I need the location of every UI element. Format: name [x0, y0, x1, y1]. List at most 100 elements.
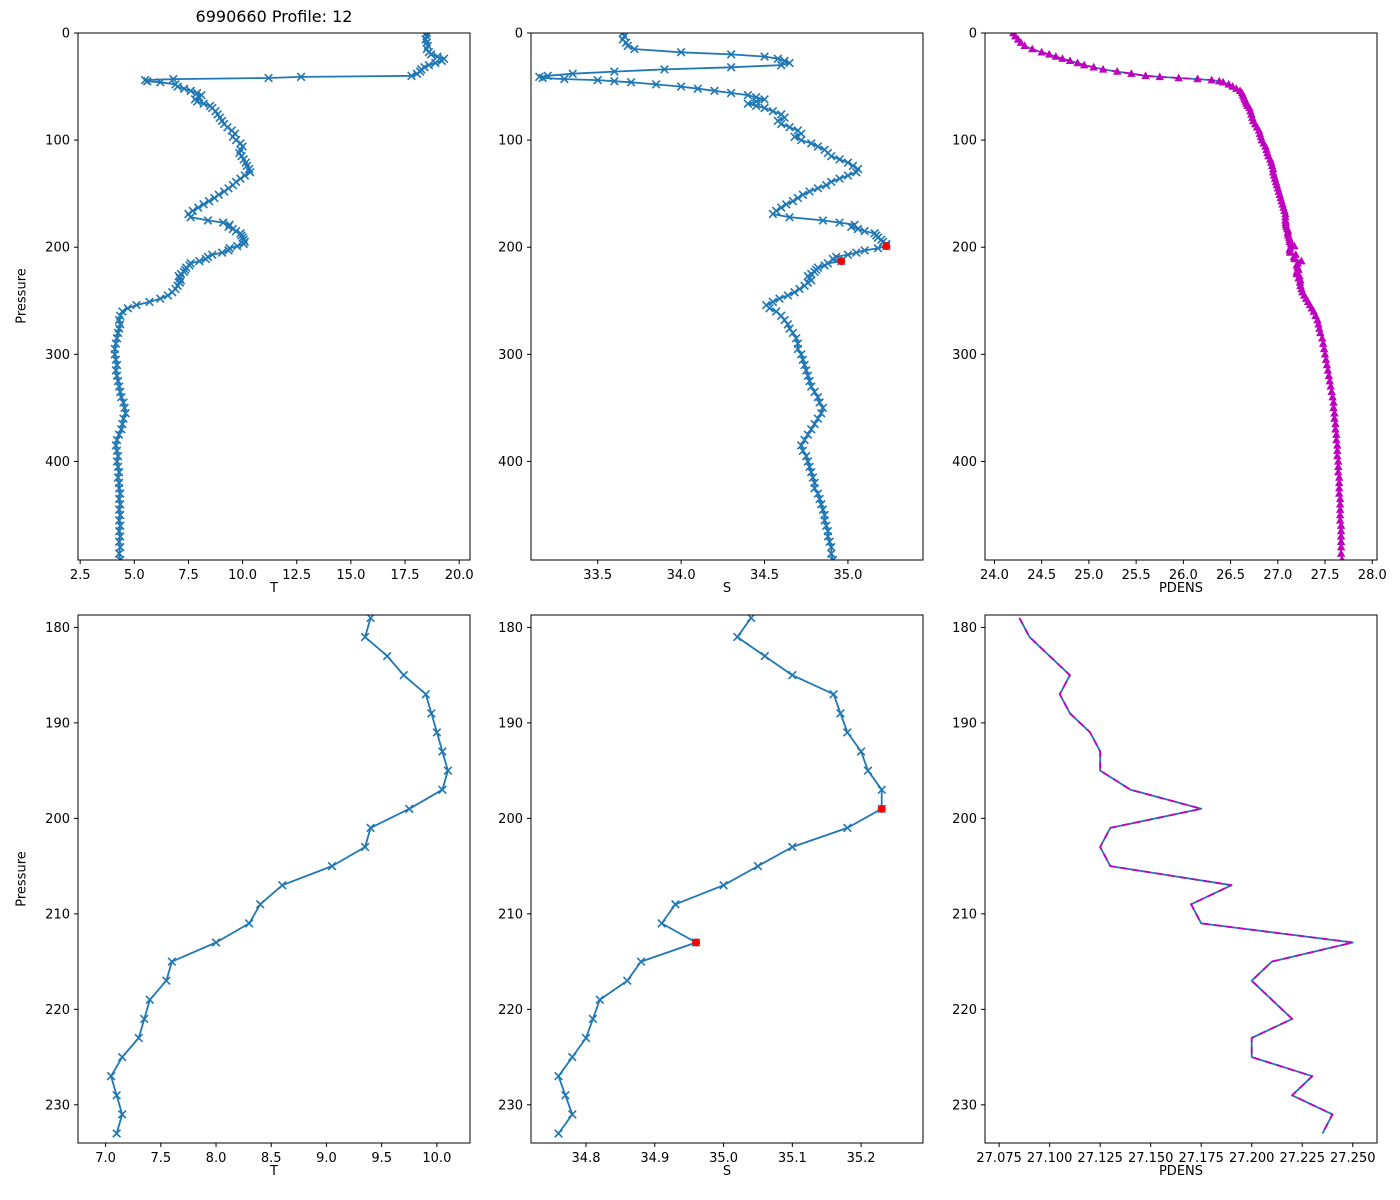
y-tick-label: 190 [45, 716, 70, 731]
x-tick-label: 26.0 [1169, 568, 1198, 583]
y-tick-label: 220 [952, 1003, 977, 1018]
x-tick-label: 2.5 [70, 568, 91, 583]
x-tick-label: 27.0 [1263, 568, 1292, 583]
x-tick-label: 20.0 [445, 568, 474, 583]
temperature-profile-markers [110, 33, 449, 560]
y-tick-label: 0 [62, 27, 70, 42]
x-tick-label: 24.0 [980, 568, 1009, 583]
x-tick-label: 26.5 [1216, 568, 1245, 583]
x-tick-label: 15.0 [336, 568, 365, 583]
y-tick-label: 180 [952, 621, 977, 636]
x-tick-label: 10.0 [422, 1151, 451, 1166]
x-tick-label: 9.0 [316, 1151, 337, 1166]
x-tick-label: 27.075 [976, 1151, 1022, 1166]
y-tick-label: 210 [952, 907, 977, 922]
y-tick-label: 400 [952, 455, 977, 470]
x-tick-label: 7.0 [95, 1151, 116, 1166]
y-tick-label: 100 [498, 134, 523, 149]
salinity-zoom-markers [554, 615, 887, 1138]
y-tick-label: 300 [952, 348, 977, 363]
x-tick-label: 8.5 [261, 1151, 282, 1166]
y-tick-label: 220 [498, 1003, 523, 1018]
x-tick-label: 27.200 [1229, 1151, 1275, 1166]
x-tick-label: 25.0 [1074, 568, 1103, 583]
x-tick-label: 27.225 [1279, 1151, 1325, 1166]
x-tick-label: 27.250 [1330, 1151, 1376, 1166]
figure-title: 6990660 Profile: 12 [195, 7, 353, 26]
y-tick-label: 0 [969, 27, 977, 42]
y-tick-label: 300 [45, 348, 70, 363]
x-tick-label: 10.0 [228, 568, 257, 583]
x-tick-label: 35.0 [709, 1151, 738, 1166]
y-tick-label: 100 [45, 134, 70, 149]
y-tick-label: 190 [952, 716, 977, 731]
x-tick-label: 35.2 [847, 1151, 876, 1166]
x-tick-label: 8.0 [206, 1151, 227, 1166]
y-tick-label: 200 [498, 812, 523, 827]
x-tick-label: 34.5 [750, 568, 779, 583]
y-tick-label: 190 [498, 716, 523, 731]
x-tick-label: 34.9 [640, 1151, 669, 1166]
plot-series [1018, 617, 1354, 1134]
axes-frame [984, 614, 1378, 1144]
x-tick-label: 27.100 [1027, 1151, 1073, 1166]
y-tick-label: 180 [45, 621, 70, 636]
xlabel-pdens-full: PDENS [1158, 581, 1204, 596]
x-tick-label: 34.8 [572, 1151, 601, 1166]
x-tick-label: 27.175 [1178, 1151, 1224, 1166]
salinity-zoom-line [557, 617, 883, 1135]
x-tick-label: 27.150 [1128, 1151, 1174, 1166]
axes-frame [530, 614, 924, 1144]
flagged-points-markers [837, 242, 891, 266]
y-tick-label: 200 [45, 812, 70, 827]
axes-frame [984, 32, 1378, 561]
x-tick-label: 27.5 [1311, 568, 1340, 583]
xlabel-s-zoom: S [722, 1164, 732, 1179]
subplot-pdens-full: 24.0 24.5 25.0 25.5 26.0 26.5 27.0 27.5 28.0 0 100… [952, 27, 1387, 584]
subplot-s-zoom: 34.8 34.9 35.0 35.1 35.2 180 190 200 210 220 230 [498, 614, 924, 1166]
x-tick-label: 33.5 [583, 568, 612, 583]
x-tick-label: 5.0 [124, 568, 145, 583]
y-tick-label: 300 [498, 348, 523, 363]
x-tick-label: 24.5 [1027, 568, 1056, 583]
y-tick-label: 220 [45, 1003, 70, 1018]
axes-frame [77, 614, 471, 1144]
salinity-profile-markers [534, 33, 891, 560]
x-tick-label: 7.5 [150, 1151, 171, 1166]
x-tick-label: 25.5 [1122, 568, 1151, 583]
y-tick-label: 200 [498, 241, 523, 256]
y-tick-label: 200 [45, 241, 70, 256]
y-tick-label: 400 [498, 455, 523, 470]
y-tick-label: 210 [498, 907, 523, 922]
y-tick-label: 200 [952, 812, 977, 827]
y-tick-label: 230 [498, 1098, 523, 1113]
temperature-zoom-markers [106, 615, 453, 1138]
xlabel-pdens-zoom: PDENS [1158, 1164, 1204, 1179]
x-tick-label: 27.125 [1077, 1151, 1123, 1166]
y-tick-label: 180 [498, 621, 523, 636]
xlabel-s-full: S [722, 581, 732, 596]
x-tick-label: 28.0 [1358, 568, 1387, 583]
y-tick-label: 230 [45, 1098, 70, 1113]
y-tick-label: 210 [45, 907, 70, 922]
subplot-t-full: 2.5 5.0 7.5 10.0 12.5 15.0 17.5 20.0 0 100 200 300 4… [45, 27, 473, 584]
x-tick-label: 12.5 [282, 568, 311, 583]
flagged-points-markers [692, 804, 886, 947]
subplot-pdens-zoom: 27.075 27.100 27.125 27.150 27.175 27.200 27.2… [952, 614, 1378, 1166]
x-tick-label: 35.1 [778, 1151, 807, 1166]
plot-series [1009, 33, 1346, 560]
pdens-zoom-line [1018, 617, 1354, 1134]
x-tick-label: 7.5 [178, 568, 199, 583]
plot-series [554, 615, 887, 1138]
xlabel-t-zoom: T [270, 1164, 278, 1179]
pdens-profile-markers [1009, 33, 1346, 560]
x-tick-label: 17.5 [391, 568, 420, 583]
x-tick-label: 9.5 [371, 1151, 392, 1166]
x-tick-label: 34.0 [667, 568, 696, 583]
plot-series [106, 615, 453, 1138]
y-tick-label: 230 [952, 1098, 977, 1113]
y-tick-label: 200 [952, 241, 977, 256]
subplot-s-full: 33.5 34.0 34.5 35.0 0 100 200 300 400 [498, 27, 924, 583]
